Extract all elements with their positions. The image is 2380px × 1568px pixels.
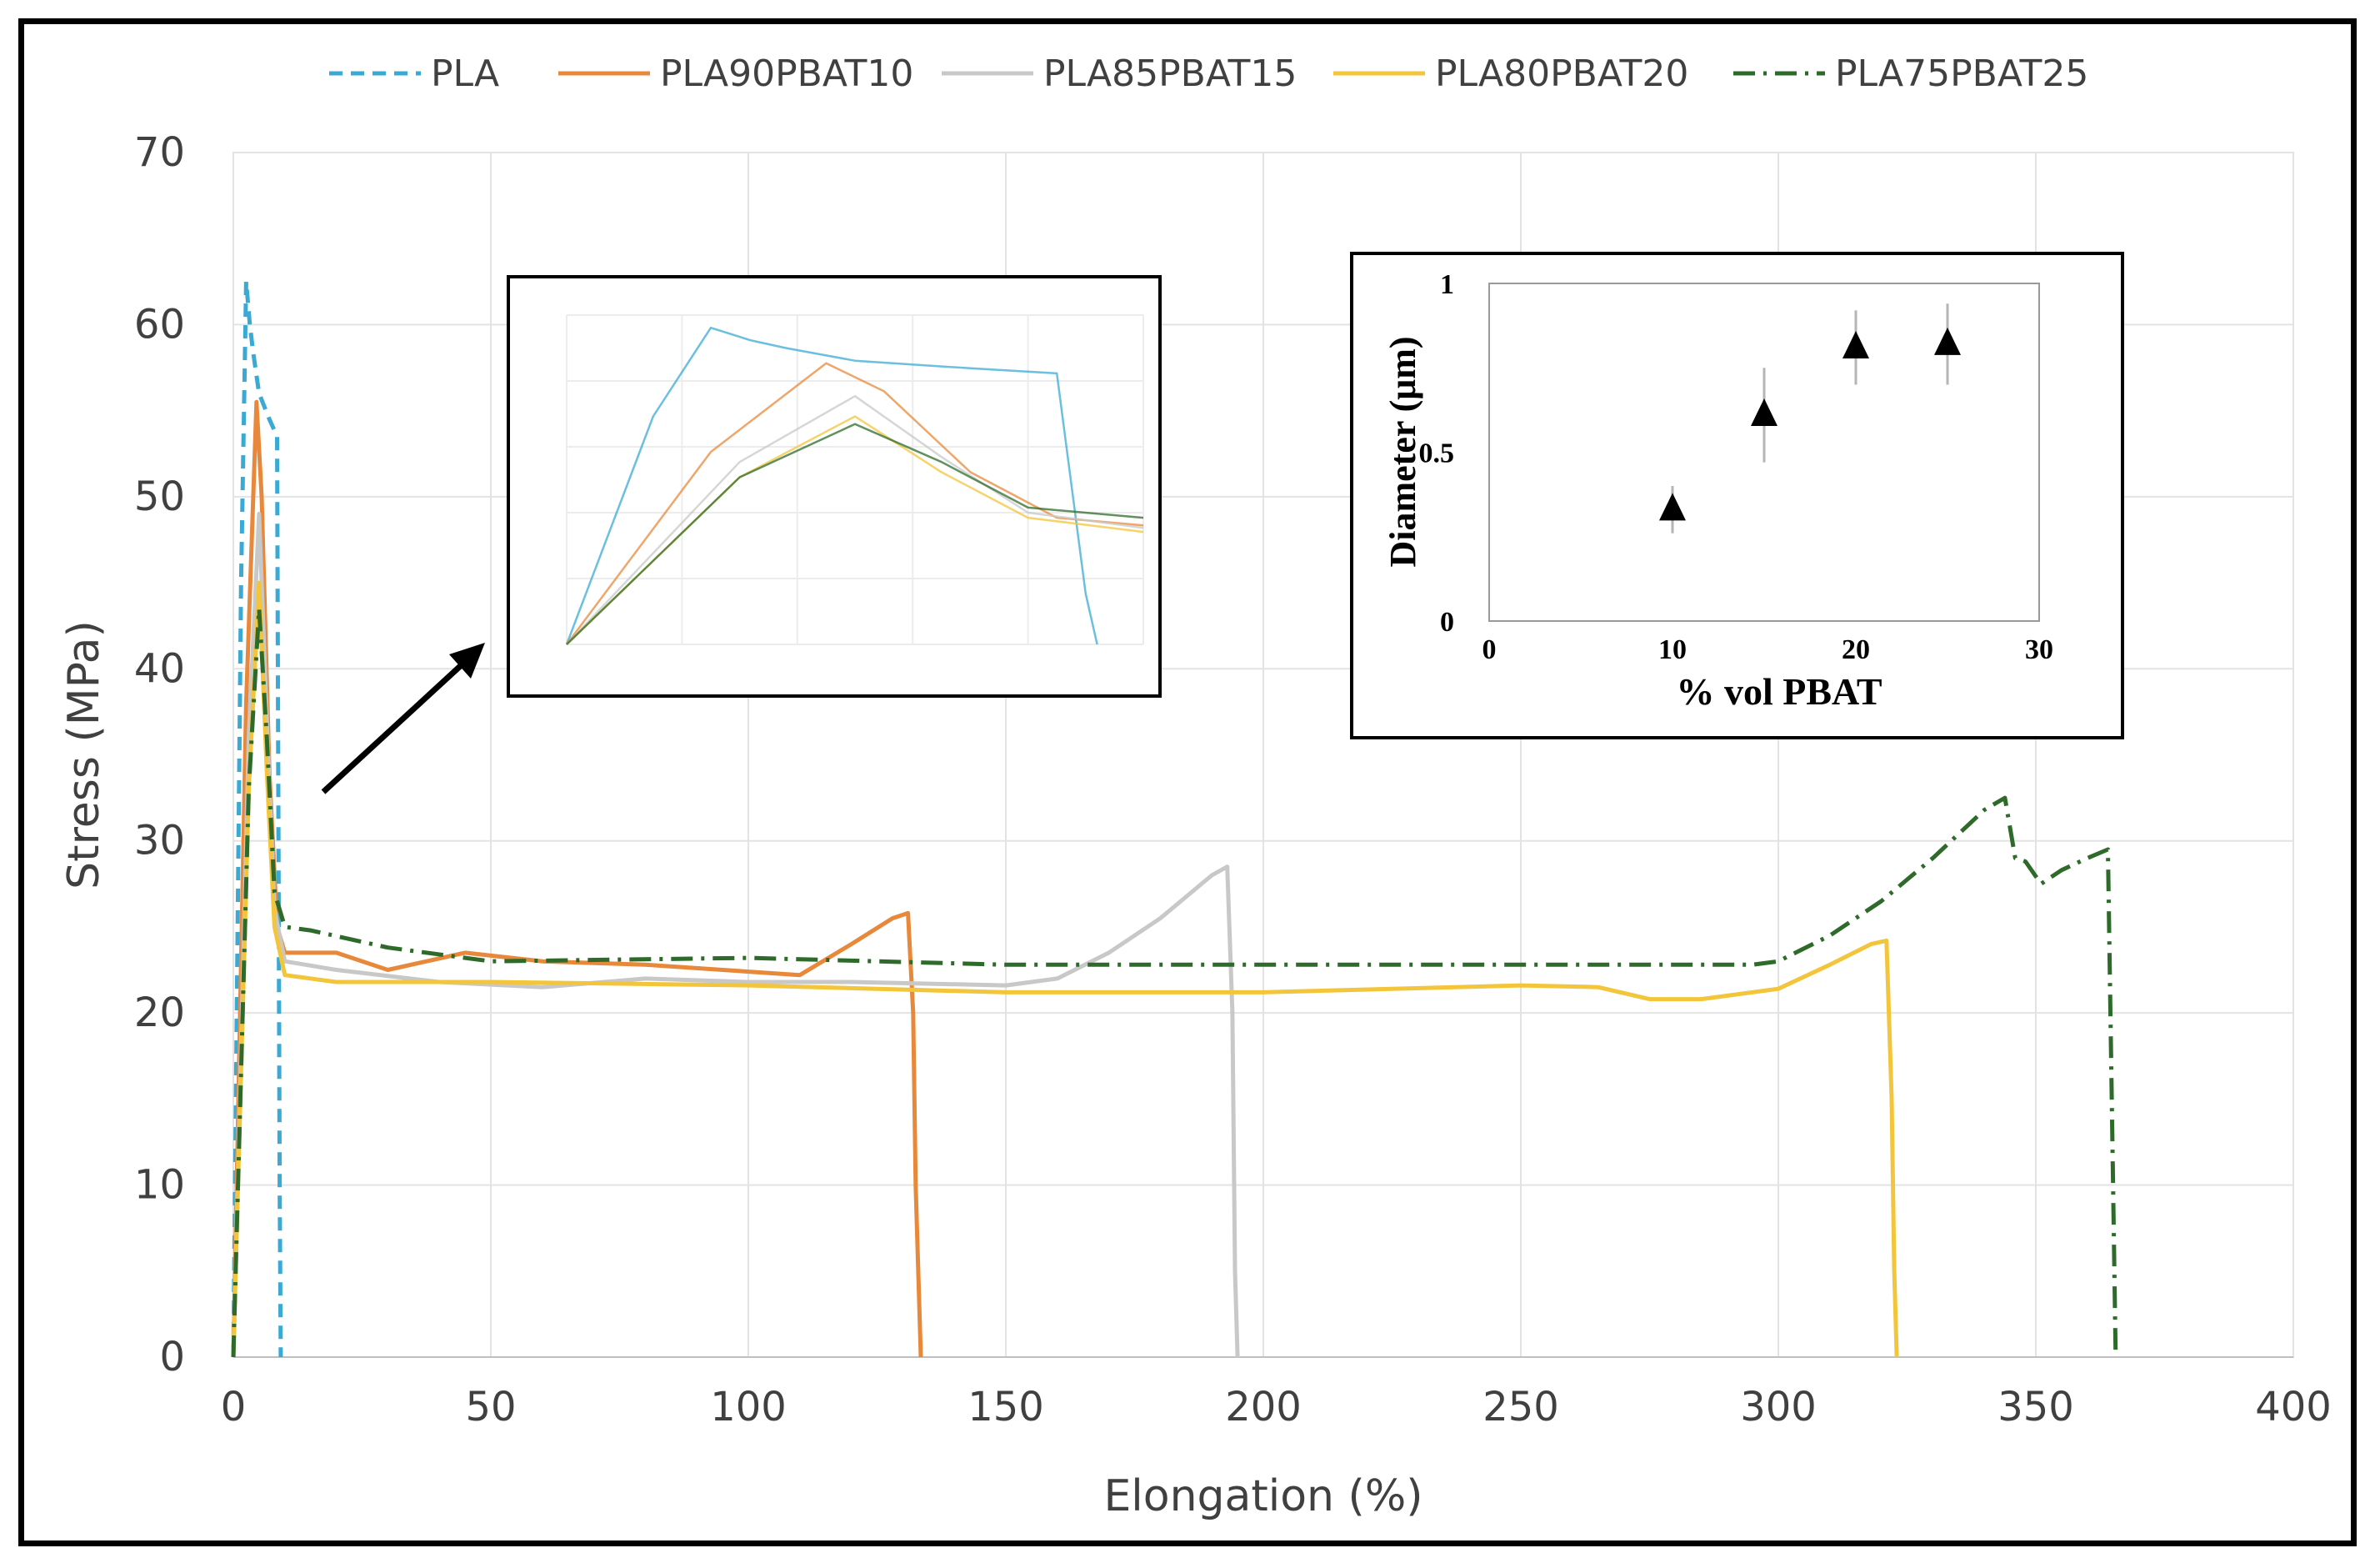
y-tick-label: 10 (134, 1162, 185, 1209)
inset-series-line-pla85pbat15 (566, 394, 1144, 645)
x-tick-label: 350 (1998, 1384, 2074, 1430)
y-axis-title: Stress (MPa) (59, 620, 109, 889)
y-tick-label: 50 (134, 473, 185, 520)
inset-series-line-pla90pbat10 (565, 362, 1144, 645)
legend-label-pla85pbat15: PLA85PBAT15 (1043, 53, 1297, 95)
scatter-point (1842, 330, 1869, 358)
y-tick-label: 0 (159, 1334, 185, 1380)
y-tick-label: 70 (134, 129, 185, 176)
inset-series-line-pla (565, 326, 1098, 645)
legend-label-pla: PLA (431, 53, 499, 95)
scatter-y-tick-label: 0.5 (1419, 438, 1455, 469)
x-tick-label: 50 (465, 1384, 516, 1430)
y-tick-label: 20 (134, 989, 185, 1036)
zoom-inset-frame (507, 275, 1162, 698)
legend-label-pla80pbat20: PLA80PBAT20 (1435, 53, 1688, 95)
diameter-inset-frame (1350, 252, 2124, 739)
zoom-arrow-head (449, 643, 485, 679)
scatter-point (1751, 398, 1778, 426)
scatter-x-tick-label: 10 (1658, 634, 1687, 665)
x-tick-label: 250 (1482, 1384, 1559, 1430)
series-line-pla90pbat10 (231, 399, 923, 1358)
scatter-plot-area (1488, 283, 2040, 622)
scatter-y-axis-title: Diameter (μm) (1382, 337, 1423, 568)
scatter-x-tick-label: 20 (1842, 634, 1870, 665)
scatter-x-tick-label: 30 (2025, 634, 2053, 665)
x-axis-title: Elongation (%) (1103, 1471, 1422, 1521)
x-tick-label: 0 (221, 1384, 247, 1430)
x-tick-label: 400 (2255, 1384, 2332, 1430)
scatter-x-tick-label: 0 (1482, 634, 1497, 665)
x-tick-label: 200 (1225, 1384, 1302, 1430)
x-tick-label: 100 (710, 1384, 787, 1430)
y-tick-label: 60 (134, 301, 185, 348)
x-tick-label: 150 (968, 1384, 1044, 1430)
series-line-pla75pbat25 (231, 606, 2118, 1358)
legend-label-pla90pbat10: PLA90PBAT10 (660, 53, 913, 95)
scatter-x-axis-title: % vol PBAT (1676, 670, 1882, 713)
legend-label-pla75pbat25: PLA75PBAT25 (1835, 53, 2088, 95)
y-tick-label: 30 (134, 818, 185, 864)
scatter-point (1934, 327, 1961, 355)
inset-series-line-pla75pbat25 (566, 423, 1144, 645)
series-line-pla (231, 279, 283, 1358)
scatter-y-tick-label: 1 (1440, 269, 1454, 300)
y-tick-label: 40 (134, 645, 185, 692)
scatter-point (1659, 493, 1686, 521)
zoom-arrow-shaft (321, 658, 469, 794)
x-tick-label: 300 (1740, 1384, 1817, 1430)
scatter-y-tick-label: 0 (1440, 607, 1454, 638)
